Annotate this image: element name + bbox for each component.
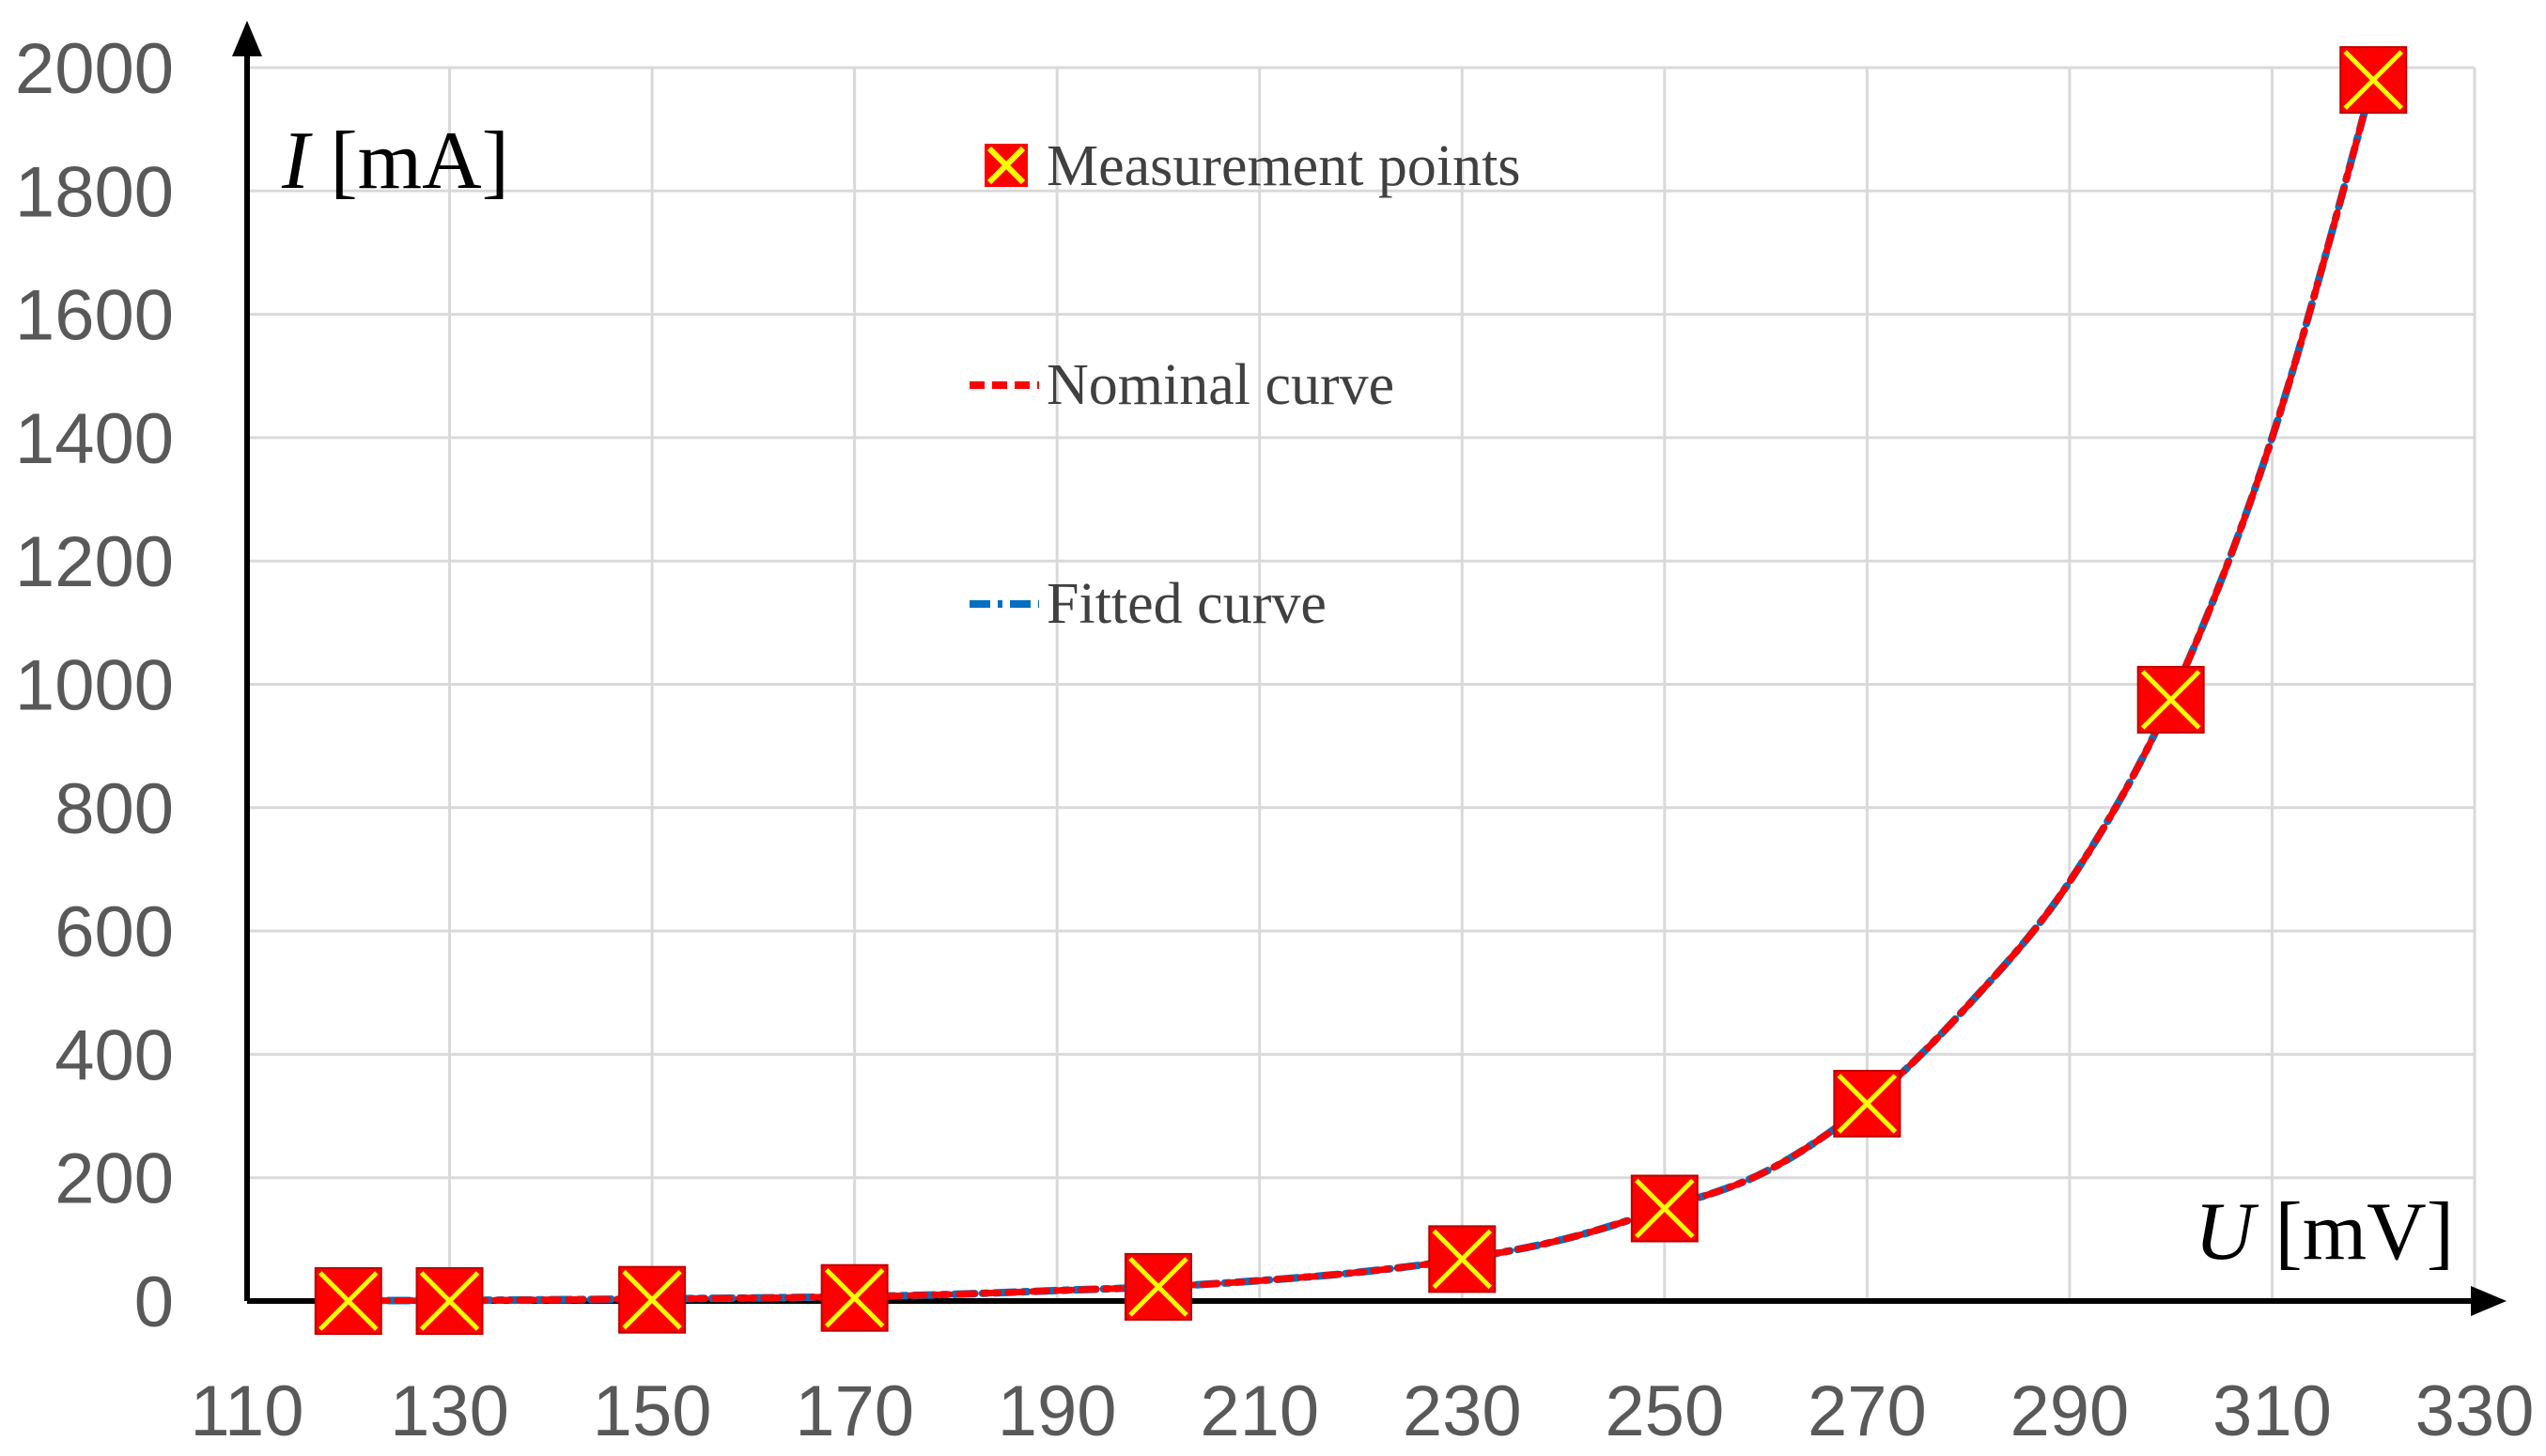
y-axis-label-unit: [mA]	[309, 116, 509, 207]
x-axis-label: U [mV]	[2195, 1186, 2454, 1278]
y-tick-label: 1400	[15, 399, 174, 479]
measurement-point	[618, 1265, 687, 1334]
measurement-point	[2136, 665, 2205, 734]
y-tick-label: 800	[54, 769, 174, 849]
measurement-point-cross	[318, 1271, 379, 1331]
legend-item-measurement: Measurement points	[985, 134, 1521, 198]
y-axis-label-var: I	[281, 116, 313, 207]
legend-item-fitted: Fitted curve	[970, 572, 1327, 636]
legend: Measurement points Nominal curve Fitted …	[970, 134, 1521, 636]
x-tick-labels: 110 130 150 170 190 210 230 250 270 290 310 330	[190, 1371, 2534, 1451]
y-tick-label: 400	[54, 1015, 174, 1095]
legend-label-fitted: Fitted curve	[1047, 572, 1327, 636]
measurement-point-cross	[419, 1271, 480, 1331]
measurement-point	[1428, 1225, 1497, 1293]
legend-label-measurement: Measurement points	[1047, 134, 1521, 198]
measurement-point	[415, 1267, 484, 1335]
y-tick-label: 1000	[15, 646, 174, 726]
x-tick-label: 250	[1605, 1371, 1724, 1451]
x-tick-label: 310	[2212, 1371, 2332, 1451]
y-axis-label: I [mA]	[281, 116, 509, 207]
measurement-point-cross	[824, 1267, 885, 1328]
measurement-markers	[314, 46, 2408, 1335]
measurement-point	[2339, 46, 2408, 115]
legend-marker-cross-b	[986, 146, 1026, 185]
x-tick-label: 190	[998, 1371, 1117, 1451]
x-axis-label-var: U	[2195, 1186, 2259, 1278]
measurement-point-cross	[2343, 50, 2403, 110]
grid	[247, 66, 2476, 1301]
y-tick-label: 0	[134, 1262, 174, 1342]
measurement-point-cross	[622, 1269, 682, 1330]
x-tick-label: 270	[1808, 1371, 1927, 1451]
x-tick-label: 290	[2010, 1371, 2130, 1451]
measurement-point	[1833, 1069, 1902, 1138]
y-tick-label: 1600	[15, 276, 174, 356]
y-axis-arrow	[232, 21, 262, 56]
y-tick-label: 2000	[15, 29, 174, 109]
y-tick-label: 200	[54, 1139, 174, 1219]
x-axis-arrow	[2471, 1286, 2507, 1316]
legend-item-nominal: Nominal curve	[970, 353, 1394, 417]
measurement-point	[314, 1267, 382, 1335]
measurement-point-cross	[1837, 1074, 1898, 1134]
x-axis-label-unit: [mV]	[2254, 1186, 2454, 1278]
x-tick-label: 170	[795, 1371, 914, 1451]
x-tick-label: 330	[2415, 1371, 2535, 1451]
x-tick-label: 210	[1200, 1371, 1319, 1451]
measurement-point	[1630, 1174, 1699, 1243]
legend-label-nominal: Nominal curve	[1047, 353, 1394, 417]
measurement-point	[1124, 1252, 1192, 1321]
measurement-point-cross	[1128, 1257, 1188, 1317]
x-tick-label: 110	[190, 1371, 303, 1451]
measurement-point	[820, 1263, 889, 1332]
x-tick-label: 150	[593, 1371, 712, 1451]
measurement-point-cross	[1635, 1178, 1695, 1239]
measurement-point-cross	[2140, 670, 2201, 730]
x-tick-label: 230	[1403, 1371, 1522, 1451]
y-tick-label: 1200	[15, 522, 174, 602]
y-tick-label: 600	[54, 892, 174, 972]
x-tick-label: 130	[390, 1371, 509, 1451]
y-tick-labels: 0 200 400 600 800 1000 1200 1400 1600 1800 2000	[15, 29, 174, 1342]
y-tick-label: 1800	[15, 152, 174, 232]
measurement-point-cross	[1432, 1229, 1493, 1290]
